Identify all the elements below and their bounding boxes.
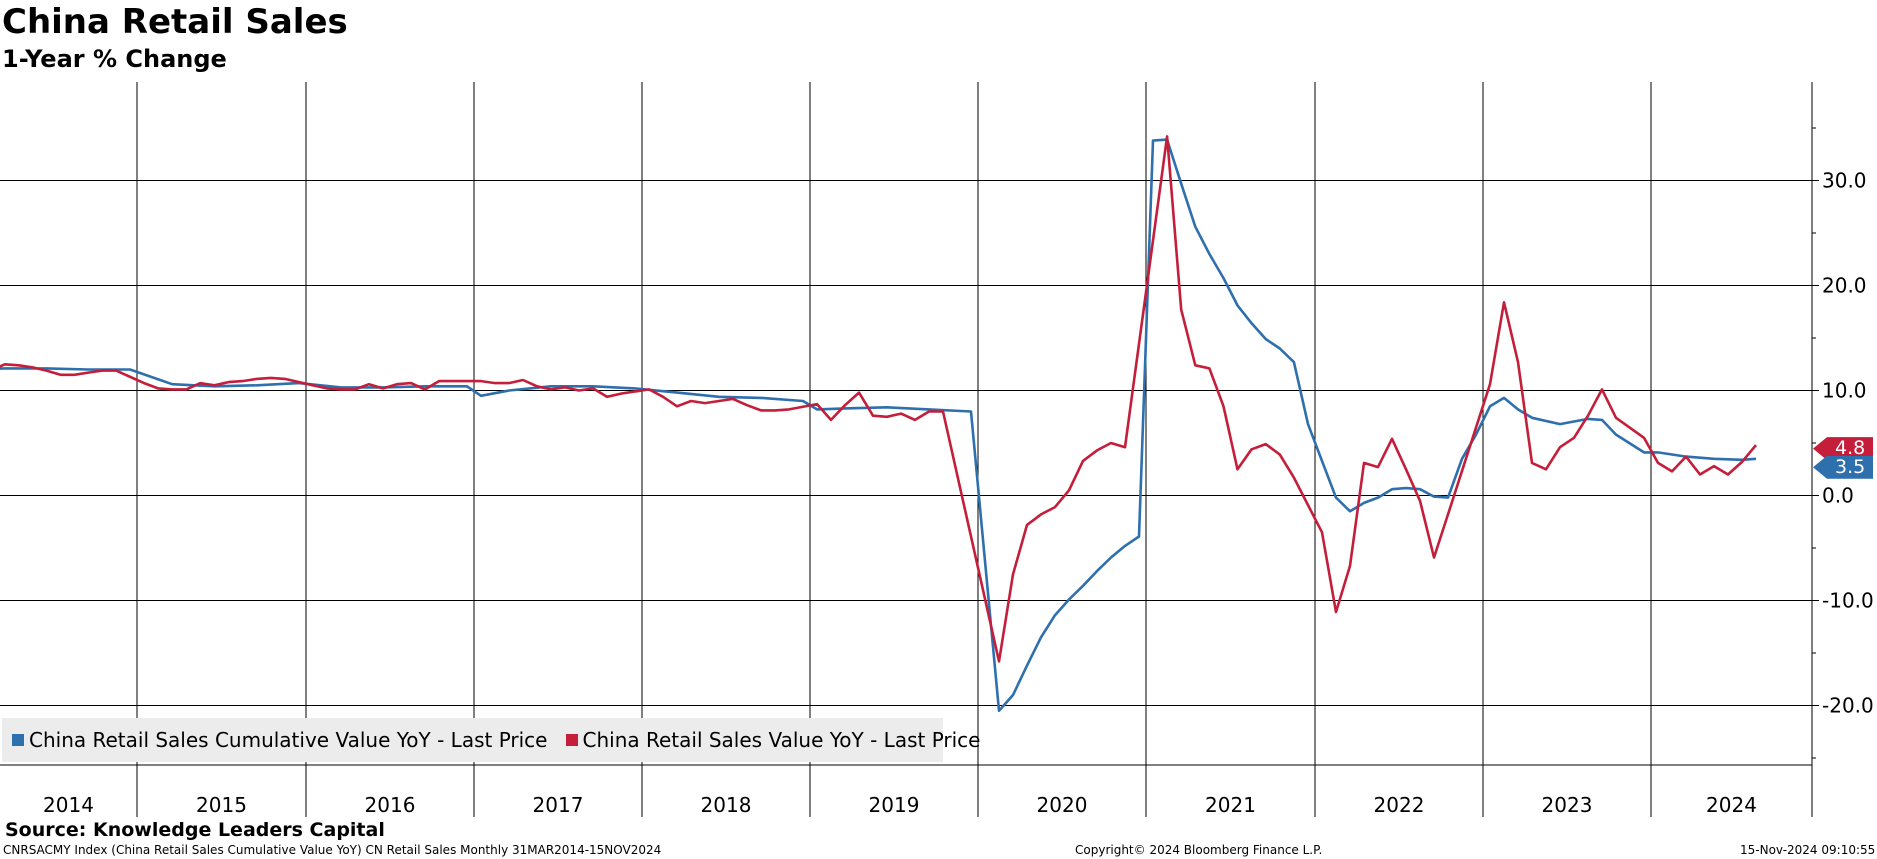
last-value-tag-cumulative: 3.5: [1813, 455, 1873, 479]
copyright-note: Copyright© 2024 Bloomberg Finance L.P.: [1075, 843, 1323, 857]
series-line-cumulative: [0, 138, 1757, 713]
chart-title: China Retail Sales: [2, 2, 348, 42]
y-tick-label: -10.0: [1822, 589, 1874, 613]
x-tick-label: 2016: [365, 793, 416, 817]
series-line-value: [0, 135, 1757, 663]
y-tick-label: 10.0: [1822, 379, 1867, 403]
legend-swatch-cumulative: [12, 734, 24, 746]
index-description: CNRSACMY Index (China Retail Sales Cumul…: [3, 843, 662, 857]
x-tick-label: 2018: [701, 793, 752, 817]
legend-swatch-value: [565, 734, 578, 746]
x-tick-label: 2019: [869, 793, 920, 817]
x-tick-label: 2023: [1542, 793, 1593, 817]
source-note: Source: Knowledge Leaders Capital: [5, 819, 385, 841]
x-tick-label: 2015: [196, 793, 247, 817]
legend-item-value: China Retail Sales Value YoY - Last Pric…: [565, 728, 981, 752]
legend-label-cumulative: China Retail Sales Cumulative Value YoY …: [29, 728, 548, 752]
y-tick-label: -20.0: [1822, 694, 1874, 718]
x-tick-label: 2020: [1037, 793, 1088, 817]
legend-item-cumulative: China Retail Sales Cumulative Value YoY …: [12, 728, 548, 752]
axis-ticks: 30.0 20.0 10.0 0.0 -10.0 -20.0 2014 2015 2016 201…: [0, 82, 1874, 817]
series-lines: [0, 135, 1757, 713]
x-tick-label: 2017: [533, 793, 584, 817]
x-tick-label: 2021: [1205, 793, 1256, 817]
y-tick-label: 20.0: [1822, 274, 1867, 298]
chart-subtitle: 1-Year % Change: [2, 45, 227, 73]
x-tick-label: 2014: [43, 793, 94, 817]
y-tick-label: 0.0: [1822, 484, 1854, 508]
legend: China Retail Sales Cumulative Value YoY …: [2, 718, 980, 762]
legend-label-value: China Retail Sales Value YoY - Last Pric…: [582, 728, 981, 752]
x-tick-label: 2022: [1374, 793, 1425, 817]
grid-lines: [0, 82, 1812, 817]
x-tick-label: 2024: [1706, 793, 1757, 817]
y-tick-label: 30.0: [1822, 169, 1867, 193]
timestamp: 15-Nov-2024 09:10:55: [1740, 843, 1876, 857]
last-value-tag-value: 4.8: [1813, 437, 1873, 461]
